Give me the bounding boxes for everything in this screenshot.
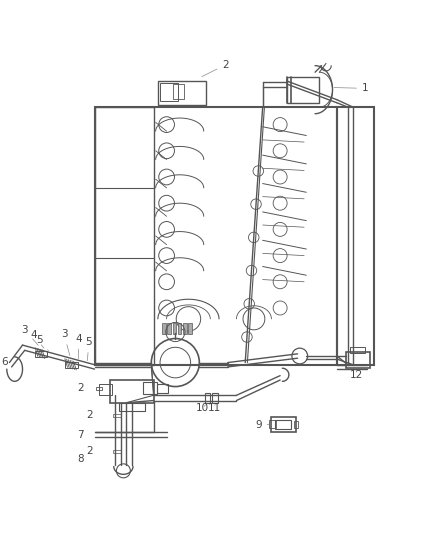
Text: 7: 7: [77, 430, 84, 440]
Bar: [110, 380, 153, 403]
Bar: [173, 84, 184, 99]
Bar: [99, 384, 112, 395]
Bar: [143, 382, 156, 394]
Bar: [271, 417, 296, 432]
Text: 8: 8: [77, 454, 84, 464]
Bar: [158, 81, 206, 105]
Bar: [95, 107, 337, 365]
Text: 5: 5: [85, 337, 92, 361]
Text: 4: 4: [75, 334, 82, 359]
Bar: [113, 450, 121, 453]
Text: 2: 2: [202, 60, 229, 77]
Text: 2: 2: [86, 410, 92, 421]
Bar: [157, 384, 168, 393]
Text: 2: 2: [77, 383, 84, 393]
Text: 6: 6: [2, 357, 8, 367]
Bar: [173, 323, 176, 334]
Bar: [183, 323, 187, 334]
Bar: [275, 420, 291, 429]
Text: 10: 10: [196, 403, 209, 414]
Bar: [346, 352, 370, 368]
Bar: [162, 323, 166, 334]
Bar: [294, 421, 297, 427]
Bar: [65, 362, 78, 368]
Text: 9: 9: [255, 419, 269, 430]
Bar: [178, 323, 181, 334]
Bar: [269, 420, 276, 428]
Bar: [95, 107, 153, 365]
Bar: [119, 403, 145, 410]
Text: 2: 2: [86, 446, 92, 456]
Text: 5: 5: [37, 335, 48, 351]
Text: 4: 4: [30, 330, 44, 348]
Bar: [167, 323, 171, 334]
Text: 12: 12: [350, 370, 363, 380]
Bar: [337, 107, 374, 365]
Bar: [350, 348, 365, 352]
Text: 11: 11: [208, 403, 221, 414]
Bar: [113, 414, 121, 417]
Bar: [287, 77, 319, 103]
Bar: [160, 83, 177, 101]
Bar: [212, 393, 218, 403]
Text: 3: 3: [61, 329, 70, 356]
Text: 3: 3: [21, 325, 38, 345]
Bar: [205, 393, 210, 403]
Bar: [35, 351, 47, 357]
Bar: [96, 386, 102, 390]
Bar: [188, 323, 192, 334]
Text: 1: 1: [334, 83, 369, 93]
